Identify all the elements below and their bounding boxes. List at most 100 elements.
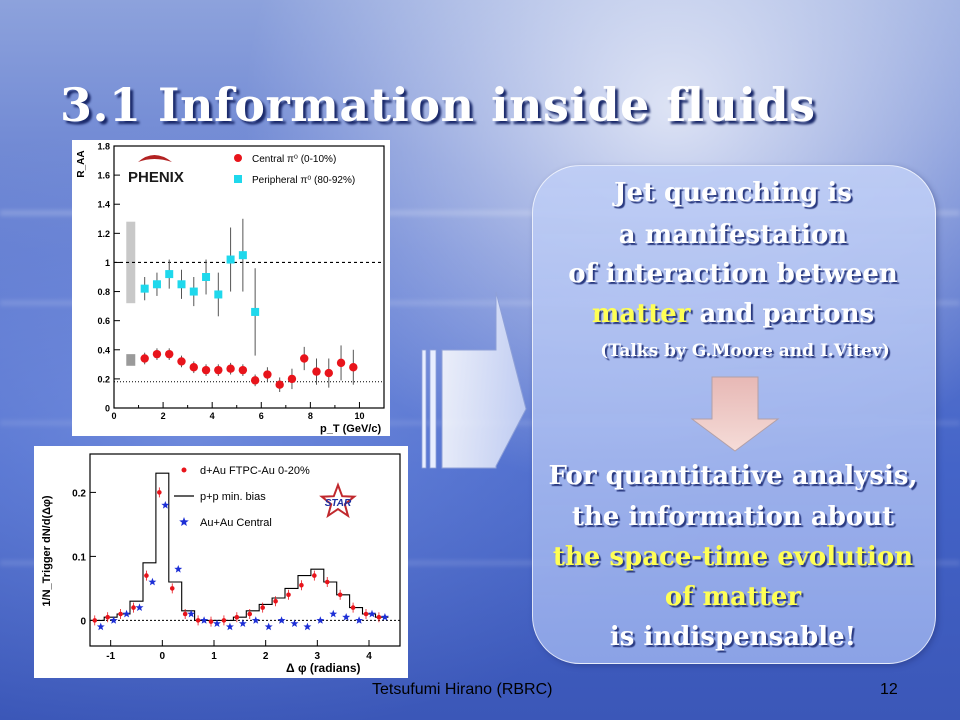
dau-point: [286, 592, 291, 598]
auau-point: [303, 622, 312, 631]
y-tick-label: 0.2: [72, 488, 86, 499]
box-line: Jet quenching is: [614, 178, 852, 208]
x-tick-label: 2: [161, 411, 166, 421]
x-tick-label: 8: [308, 411, 313, 421]
x-tick-label: 4: [366, 651, 372, 662]
box-line: a manifestation: [618, 220, 848, 250]
phenix-logo-wing: [138, 155, 172, 162]
y-tick-label: 0: [80, 616, 86, 627]
talks-note: (Talks by G.Moore and I.Vitev): [600, 341, 890, 361]
x-tick-label: 1: [211, 651, 217, 662]
central-point: [250, 376, 260, 385]
y-tick-label: 0.8: [97, 287, 110, 297]
dau-point: [363, 611, 369, 617]
central-point: [336, 358, 346, 368]
central-point: [312, 367, 321, 376]
central-point: [201, 365, 211, 375]
background-wave: [0, 560, 960, 566]
star-logo: STAR: [325, 498, 352, 509]
legend-marker-auau: [179, 517, 189, 526]
peripheral-point: [177, 280, 186, 289]
y-tick-label: 0.1: [72, 552, 86, 563]
peripheral-point: [202, 273, 211, 281]
legend-marker-central: [234, 154, 242, 162]
background-wave: [0, 300, 960, 306]
x-tick-label: -1: [106, 651, 115, 662]
dau-point: [105, 614, 110, 620]
legend-label: d+Au FTPC-Au 0-20%: [200, 465, 310, 477]
auau-point: [329, 609, 338, 618]
box-line: the information about: [571, 502, 895, 532]
auau-point: [213, 619, 221, 627]
peripheral-point: [238, 251, 247, 260]
plot-frame: [89, 453, 401, 647]
dau-point: [157, 490, 162, 495]
dau-point: [324, 579, 330, 585]
y-tick-label: 1.2: [97, 229, 110, 239]
legend-marker-peripheral: [234, 175, 242, 183]
systematic-band-central: [126, 354, 136, 366]
auau-point: [200, 616, 209, 624]
y-axis-label: 1/N_Trigger dN/d(Δφ): [41, 495, 53, 606]
peripheral-point: [189, 287, 198, 296]
y-axis-label: R_AA: [76, 150, 87, 177]
peripheral-point: [214, 290, 223, 299]
y-tick-label: 1.4: [97, 200, 110, 210]
central-point: [275, 380, 284, 389]
dau-point: [221, 618, 227, 623]
auau-point: [148, 577, 157, 586]
central-point: [287, 374, 297, 384]
central-point: [189, 363, 198, 372]
dau-point: [337, 592, 343, 598]
auau-point: [290, 619, 299, 627]
x-tick-label: 3: [315, 651, 321, 662]
x-tick-label: 0: [160, 651, 166, 662]
auau-point: [238, 619, 247, 627]
matter-word: matter: [591, 299, 691, 329]
background-wave: [0, 210, 960, 216]
legend-label: Central π⁰ (0-10%): [252, 154, 336, 165]
auau-point: [277, 616, 286, 624]
central-point: [324, 368, 333, 378]
x-axis-label: Δ φ (radians): [286, 661, 361, 675]
auau-point: [174, 565, 183, 573]
peripheral-point: [226, 255, 235, 264]
x-tick-label: 10: [354, 411, 364, 421]
partons-text: and partons: [690, 299, 875, 329]
auau-point: [368, 609, 376, 618]
footer-author: Tetsufumi Hirano (RBRC): [372, 681, 553, 698]
auau-point: [342, 613, 351, 621]
x-axis-label: p_T (GeV/c): [320, 423, 381, 435]
box-line: For quantitative analysis,: [548, 461, 918, 491]
auau-point: [225, 622, 234, 631]
y-tick-label: 0.6: [97, 316, 110, 326]
dau-point: [131, 605, 136, 610]
auau-point: [135, 603, 144, 611]
phenix-logo: PHENIX: [128, 169, 184, 186]
auau-point: [264, 622, 273, 631]
peripheral-point: [152, 280, 161, 289]
x-tick-label: 0: [111, 411, 116, 421]
central-point: [152, 349, 162, 359]
dau-point: [208, 619, 214, 624]
legend-label: Au+Au Central: [200, 517, 272, 529]
dau-point: [144, 573, 149, 578]
peripheral-point: [251, 307, 260, 316]
y-tick-label: 0.2: [97, 374, 110, 384]
down-arrow-icon: [690, 376, 780, 452]
peripheral-point: [165, 270, 174, 279]
auau-point: [122, 609, 131, 618]
auau-point: [316, 616, 325, 624]
star-correlation-chart: 0 0.1 0.2 -1 0 1 2 3 4 1/N_Trigger dN/d(Δφ) Δ φ (r…: [41, 453, 401, 675]
dau-point: [118, 611, 123, 617]
x-tick-label: 2: [263, 651, 269, 662]
dau-point: [312, 573, 317, 578]
central-point: [238, 365, 248, 375]
auau-point: [109, 616, 118, 624]
pp-histogram: [91, 472, 389, 621]
phenix-raa-plot: 0 0.2 0.4 0.6 0.8 1 1.2 1.4 1.6 1.8 0 2 4 6 8 10 R_AA p_T…: [72, 140, 390, 436]
y-tick-label: 1.8: [97, 142, 110, 152]
dau-point: [234, 614, 240, 620]
central-point: [263, 370, 272, 379]
auau-point: [251, 616, 260, 624]
